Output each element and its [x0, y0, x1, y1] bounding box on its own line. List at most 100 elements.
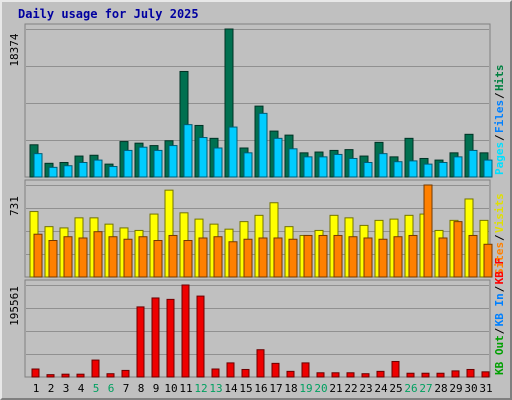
- bar-sites-day-8: [138, 236, 148, 278]
- x-tick-label-day-23: 23: [359, 382, 372, 395]
- legend-kb-f: KB F: [493, 258, 506, 285]
- x-tick-label-day-16: 16: [254, 382, 267, 395]
- bar-pages-day-31: [483, 159, 493, 178]
- bar-pages-day-28: [438, 162, 448, 178]
- bar-kb-f-day-19: [301, 362, 310, 378]
- x-tick-label-day-18: 18: [284, 382, 297, 395]
- bar-pages-day-25: [393, 161, 403, 178]
- legend-kb-out: KB Out: [493, 335, 506, 375]
- bar-kb-f-day-5: [91, 359, 100, 378]
- bar-pages-day-3: [63, 165, 73, 178]
- chart-title: Daily usage for July 2025: [18, 7, 199, 21]
- x-tick-label-day-2: 2: [48, 382, 55, 395]
- x-tick-label-day-8: 8: [138, 382, 145, 395]
- bar-pages-day-15: [243, 152, 253, 178]
- bar-kb-f-day-26: [406, 372, 415, 378]
- legend-hits: Hits: [493, 65, 506, 92]
- bar-kb-f-day-2: [46, 374, 55, 378]
- x-tick-label-day-10: 10: [164, 382, 177, 395]
- x-tick-label-day-30: 30: [464, 382, 477, 395]
- bar-sites-day-10: [168, 234, 178, 278]
- x-tick-label-day-29: 29: [449, 382, 462, 395]
- bar-pages-day-10: [168, 145, 178, 178]
- bar-kb-f-day-6: [106, 373, 115, 378]
- x-tick-label-day-24: 24: [374, 382, 388, 395]
- panel-1-max-label: 18374: [8, 33, 21, 66]
- bar-pages-day-6: [108, 166, 118, 178]
- bar-pages-day-12: [198, 137, 208, 178]
- bar-pages-day-1: [33, 153, 43, 178]
- bar-kb-f-day-28: [436, 372, 445, 378]
- x-tick-label-day-15: 15: [239, 382, 252, 395]
- bar-pages-day-18: [288, 148, 298, 178]
- bar-sites-day-23: [363, 237, 373, 278]
- x-tick-label-day-4: 4: [78, 382, 85, 395]
- bar-kb-f-day-17: [271, 362, 280, 378]
- x-tick-label-day-13: 13: [209, 382, 222, 395]
- x-tick-label-day-17: 17: [269, 382, 282, 395]
- bar-sites-day-3: [63, 236, 73, 278]
- legend-sites: Sites: [493, 242, 506, 275]
- x-tick-label-day-20: 20: [314, 382, 327, 395]
- bar-sites-day-18: [288, 238, 298, 278]
- legend-separator: /: [493, 92, 506, 99]
- bar-sites-day-2: [48, 240, 58, 278]
- bar-sites-day-25: [393, 236, 403, 278]
- bar-kb-f-day-18: [286, 370, 295, 378]
- bar-sites-day-19: [303, 234, 313, 278]
- bar-sites-day-5: [93, 231, 103, 278]
- legend-separator: /: [493, 327, 506, 334]
- panel-2-max-label: 731: [8, 196, 21, 216]
- bar-sites-day-4: [78, 237, 88, 278]
- bar-pages-day-20: [318, 156, 328, 178]
- bar-sites-day-28: [438, 237, 448, 278]
- legend-separator: /: [493, 134, 506, 141]
- bar-pages-day-17: [273, 137, 283, 178]
- bar-sites-day-20: [318, 234, 328, 278]
- x-tick-label-day-27: 27: [419, 382, 432, 395]
- x-tick-label-day-14: 14: [224, 382, 238, 395]
- bar-kb-f-day-8: [136, 306, 145, 378]
- legend-kb-in: KB In: [493, 293, 506, 326]
- x-tick-label-day-28: 28: [434, 382, 447, 395]
- bar-pages-day-4: [78, 162, 88, 178]
- legend-separator: /: [493, 285, 506, 292]
- bar-kb-f-day-20: [316, 372, 325, 378]
- bar-pages-day-29: [453, 156, 463, 178]
- bar-kb-f-day-15: [241, 368, 250, 378]
- bar-pages-day-16: [258, 112, 268, 178]
- bar-pages-day-19: [303, 156, 313, 178]
- bar-pages-day-11: [183, 124, 193, 178]
- bar-sites-day-31: [483, 243, 493, 278]
- bar-pages-day-26: [408, 160, 418, 178]
- bar-kb-f-day-13: [211, 368, 220, 378]
- bar-pages-day-2: [48, 166, 58, 178]
- x-tick-label-day-11: 11: [179, 382, 192, 395]
- bar-sites-day-12: [198, 237, 208, 278]
- bar-sites-day-21: [333, 234, 343, 278]
- bar-sites-day-24: [378, 238, 388, 278]
- bar-pages-day-21: [333, 153, 343, 178]
- bar-sites-day-9: [153, 240, 163, 278]
- bar-pages-day-30: [468, 149, 478, 178]
- legend-separator: /: [493, 234, 506, 241]
- bar-sites-day-17: [273, 237, 283, 278]
- legend-visits: Visits: [493, 193, 506, 233]
- bar-pages-day-27: [423, 163, 433, 178]
- bar-sites-day-22: [348, 236, 358, 278]
- bar-sites-day-14: [228, 241, 238, 278]
- bar-sites-day-6: [108, 236, 118, 278]
- bar-pages-day-24: [378, 153, 388, 178]
- bar-kb-f-day-29: [451, 370, 460, 378]
- bar-kb-f-day-7: [121, 369, 130, 378]
- bar-kb-f-day-4: [76, 373, 85, 378]
- bar-sites-day-15: [243, 238, 253, 278]
- x-tick-label-day-25: 25: [389, 382, 402, 395]
- bar-sites-day-1: [33, 233, 43, 278]
- bar-pages-day-9: [153, 149, 163, 178]
- x-tick-label-day-22: 22: [344, 382, 357, 395]
- bar-sites-day-13: [213, 236, 223, 278]
- panel-3-max-label: 195561: [8, 286, 21, 326]
- bar-sites-day-30: [468, 234, 478, 278]
